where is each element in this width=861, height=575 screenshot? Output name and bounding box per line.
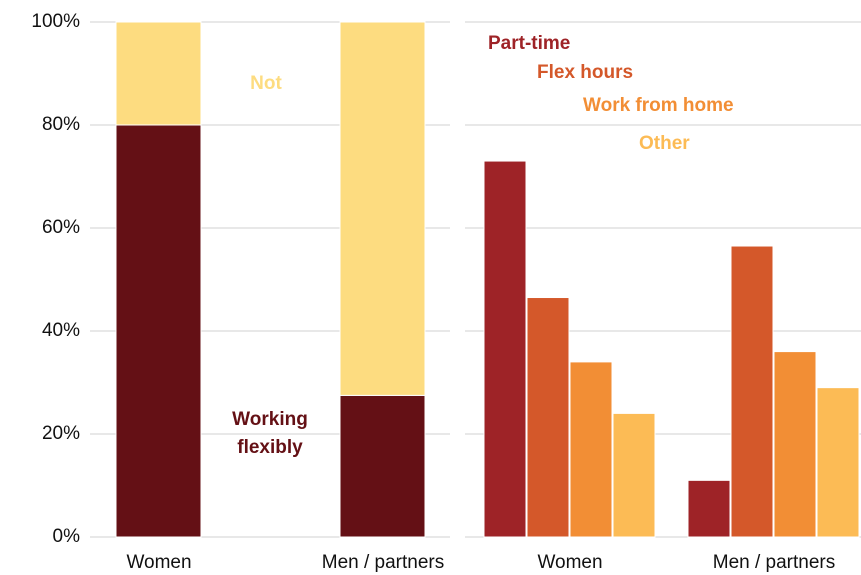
y-tick-label: 40% [42,320,80,341]
bar [526,297,570,538]
bar [115,124,202,538]
series-label-line: Working [232,409,308,430]
bar [115,21,202,126]
bar [773,351,817,538]
bar [339,394,426,538]
y-tick-label: 0% [53,526,81,547]
series-label: Work from home [583,95,734,116]
y-tick-label: 20% [42,423,80,444]
y-tick-label: 100% [31,11,80,32]
bar [569,361,613,538]
x-tick-label: Men / partners [322,552,445,573]
series-label: Flex hours [537,62,633,83]
x-tick-label: Women [537,552,602,573]
bar [730,245,774,538]
series-label-line: flexibly [237,437,303,458]
y-tick-label: 60% [42,217,80,238]
series-label: Other [639,133,690,154]
bar [612,412,656,538]
series-label: Not [250,73,282,94]
x-tick-label: Women [126,552,191,573]
bar [483,160,527,538]
bar [816,387,860,538]
x-tick-label: Men / partners [713,552,836,573]
series-label: Working flexibly [232,409,308,458]
bar [339,21,426,396]
series-label: Part-time [488,33,570,54]
bar [687,479,731,538]
y-tick-label: 80% [42,114,80,135]
